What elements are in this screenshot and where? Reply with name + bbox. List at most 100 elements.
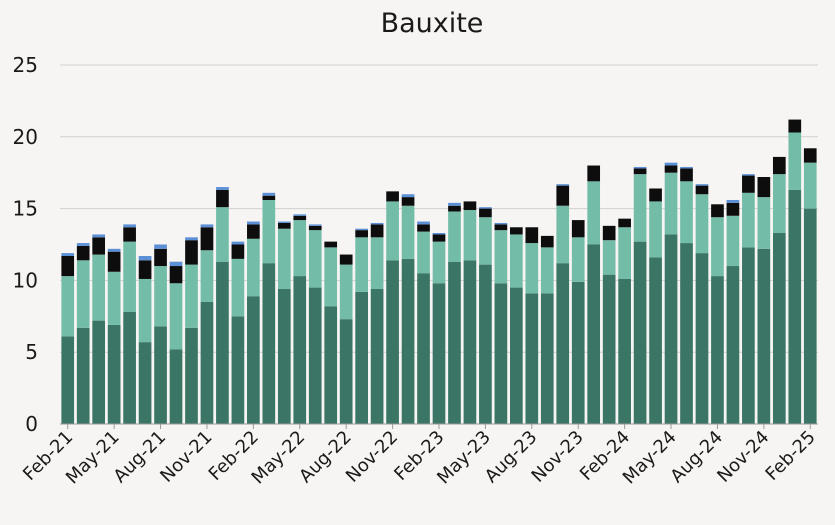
bar-segment	[76, 327, 90, 424]
bar-segment	[262, 195, 276, 200]
bar-segment	[664, 165, 678, 173]
bar-segment	[339, 319, 353, 424]
bar-segment	[123, 227, 136, 242]
bar-segment	[479, 217, 492, 265]
bar-segment	[742, 175, 755, 193]
bar-segment	[711, 276, 724, 424]
bar-segment	[92, 320, 106, 424]
bar-segment	[216, 207, 229, 262]
bar-segment	[247, 224, 260, 239]
bar-segment	[633, 174, 647, 242]
bar-segment	[618, 227, 631, 279]
bar-segment	[448, 202, 461, 206]
bar-segment	[571, 237, 585, 282]
bar-segment	[262, 199, 276, 264]
bar-segment	[479, 207, 492, 209]
bar-segment	[680, 181, 693, 244]
x-tick-label: Feb-25	[762, 427, 820, 485]
bar-segment	[695, 184, 709, 186]
bar-segment	[633, 168, 647, 175]
bar-segment	[339, 264, 353, 320]
bar-segment	[123, 241, 136, 312]
bar-segment	[587, 165, 601, 182]
bar-segment	[417, 224, 430, 232]
bar-segment	[61, 276, 75, 337]
bar-segment	[154, 244, 167, 249]
y-tick-label: 25	[13, 53, 38, 77]
bar-segment	[695, 185, 709, 195]
bar-segment	[138, 278, 152, 343]
bar-segment	[386, 191, 399, 202]
bar-segment	[61, 336, 75, 424]
bar-segment	[61, 253, 75, 256]
bar-segment	[664, 162, 678, 166]
bar-segment	[277, 228, 291, 290]
bar-segment	[355, 228, 368, 231]
bar-segment	[757, 248, 771, 424]
bar-segment	[92, 254, 106, 321]
x-axis-ticks: Feb-21May-21Aug-21Nov-21Feb-22May-22Aug-…	[19, 424, 820, 488]
chart-title: Bauxite	[381, 8, 484, 39]
bar-segment	[633, 241, 647, 424]
bar-segment	[742, 174, 755, 176]
bar-segment	[107, 251, 121, 272]
bar-segment	[742, 192, 755, 248]
bar-segment	[494, 230, 508, 284]
bar-segment	[231, 316, 245, 424]
bar-segment	[154, 266, 167, 327]
bar-segment	[123, 224, 136, 228]
bar-segment	[432, 283, 446, 424]
bar-segment	[185, 240, 198, 265]
bar-segment	[448, 261, 461, 424]
bar-segment	[293, 214, 307, 216]
bar-segment	[788, 132, 802, 190]
bar-segment	[726, 215, 740, 267]
bar-segment	[587, 181, 601, 245]
bar-segment	[76, 243, 90, 246]
bar-segment	[803, 162, 817, 209]
bar-segment	[757, 197, 771, 249]
bar-segment	[463, 260, 477, 424]
bar-segment	[602, 274, 616, 424]
bar-segment	[293, 215, 307, 221]
bar-segment	[479, 208, 492, 218]
bar-segment	[803, 208, 817, 424]
bar-segment	[494, 222, 508, 225]
bar-segment	[247, 221, 260, 225]
bar-segment	[556, 205, 570, 264]
bar-segment	[664, 234, 678, 424]
bar-segment	[726, 266, 740, 424]
bar-segment	[587, 244, 601, 424]
bar-segment	[339, 254, 353, 265]
bar-segment	[200, 227, 214, 251]
bar-segment	[432, 241, 446, 284]
bar-segment	[510, 287, 523, 424]
bar-segment	[107, 324, 121, 424]
bar-segment	[417, 273, 430, 424]
x-tick-label: Nov-23	[528, 427, 588, 487]
bar-segment	[370, 289, 384, 424]
x-tick-label: Aug-22	[295, 427, 355, 487]
bar-segment	[417, 221, 430, 225]
bar-segment	[355, 291, 368, 424]
bar-segment	[432, 233, 446, 235]
bar-segment	[262, 263, 276, 424]
y-tick-label: 20	[13, 125, 38, 149]
bar-segment	[277, 221, 291, 223]
x-tick-label: Aug-24	[666, 427, 726, 487]
bar-segment	[649, 257, 662, 424]
bar-segment	[711, 217, 724, 277]
bar-segment	[76, 245, 90, 261]
bar-segment	[308, 224, 322, 226]
bar-segment	[772, 233, 786, 424]
bar-segment	[370, 224, 384, 238]
bar-segment	[525, 293, 539, 424]
bar-segment	[76, 260, 90, 328]
bar-segment	[540, 235, 554, 248]
bar-segment	[649, 188, 662, 202]
bar-segment	[571, 281, 585, 424]
y-tick-label: 5	[25, 340, 38, 364]
bar-segment	[107, 271, 121, 325]
bar-segment	[757, 177, 771, 198]
bar-segment	[401, 194, 415, 198]
